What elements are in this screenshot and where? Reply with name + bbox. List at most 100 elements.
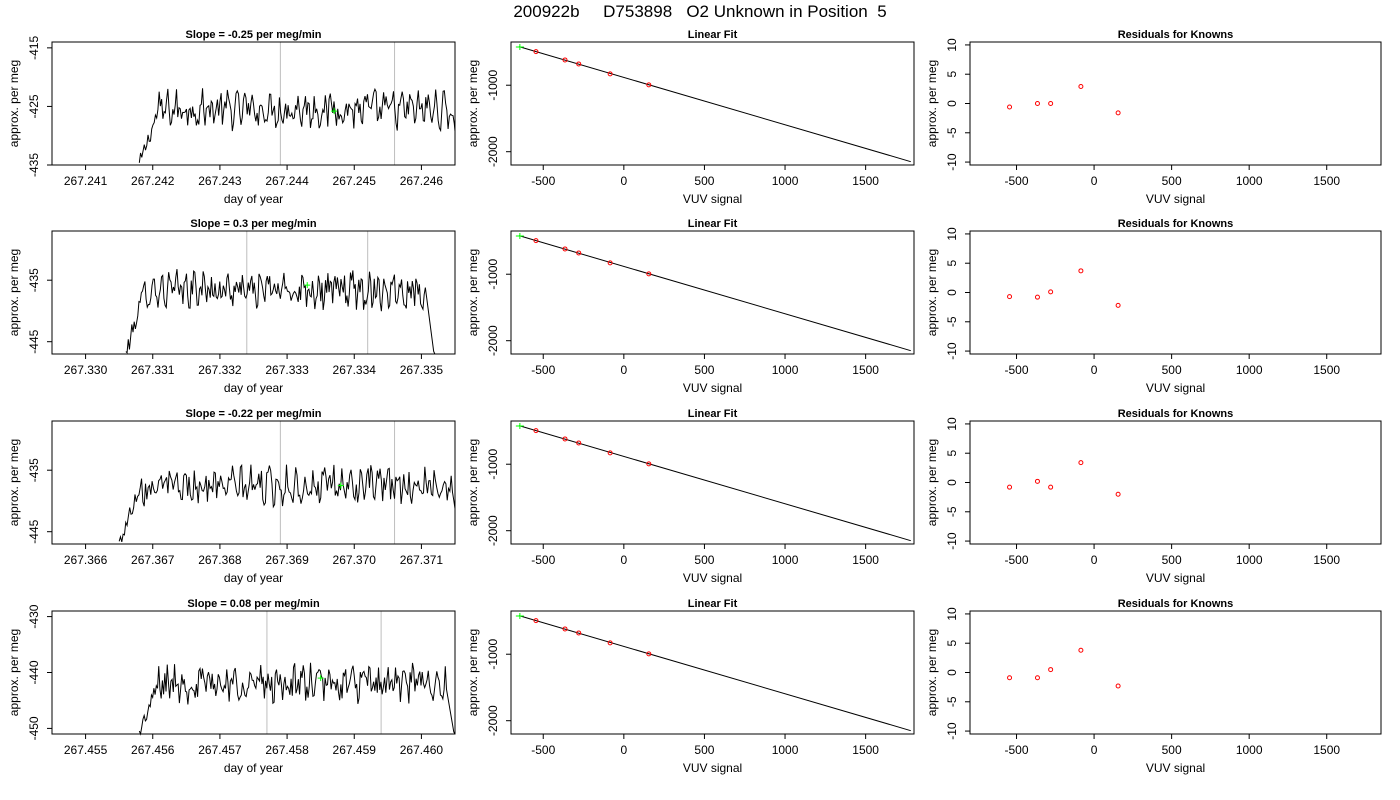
residual-point <box>1078 460 1084 466</box>
y-axis-label: approx. per meg <box>7 249 21 336</box>
y-axis-label: approx. per meg <box>925 629 939 716</box>
x-axis-label: day of year <box>224 571 283 585</box>
fit-line <box>518 46 911 163</box>
x-tick-label: 500 <box>1162 743 1182 757</box>
x-tick-label: 1000 <box>772 553 799 567</box>
y-tick-label: -2000 <box>486 136 500 167</box>
y-tick-label: -5 <box>945 127 959 138</box>
y-tick-label: 0 <box>945 100 959 107</box>
x-tick-label: 267.246 <box>400 174 444 188</box>
x-tick-label: 0 <box>1091 174 1098 188</box>
measurement-trace <box>138 87 456 165</box>
residuals-panel-row-1: -500 0 500 1000 1500 10 5 0 -5 -10 Residuals for K… <box>925 29 1382 206</box>
known-point <box>646 651 652 657</box>
time-series-panel-row-1: 267.241 267.242 267.243 267.244 267.245 267.2… <box>7 29 456 206</box>
y-tick-label: -445 <box>27 329 41 353</box>
residual-point <box>1048 101 1054 106</box>
panel-title: Slope = 0.3 per meg/min <box>190 218 317 230</box>
x-tick-label: 267.455 <box>64 743 108 757</box>
x-axis-label: VUV signal <box>1146 571 1205 585</box>
y-tick-label: -425 <box>27 94 41 118</box>
known-point <box>607 640 613 646</box>
y-tick-label: -5 <box>945 696 959 707</box>
known-point <box>646 271 652 277</box>
residual-point <box>1034 478 1040 484</box>
x-tick-label: 0 <box>620 174 627 188</box>
y-tick-label: -2000 <box>486 325 500 356</box>
x-axis-label: day of year <box>224 192 283 206</box>
y-tick-label: -440 <box>27 660 41 684</box>
x-tick-label: 0 <box>1091 553 1098 567</box>
residuals-panel-row-2: -500 0 500 1000 1500 10 5 0 -5 -10 Residuals for K… <box>925 218 1382 395</box>
y-tick-label: -10 <box>945 722 959 740</box>
y-tick-label: -5 <box>945 506 959 517</box>
known-point <box>607 71 613 77</box>
x-tick-label: -500 <box>1005 174 1029 188</box>
x-axis-label: VUV signal <box>683 381 742 395</box>
x-tick-label: 0 <box>1091 743 1098 757</box>
known-point <box>533 618 539 624</box>
x-tick-label: 267.459 <box>333 743 377 757</box>
y-tick-label: -10 <box>945 153 959 171</box>
panel-title: Residuals for Knowns <box>1118 218 1234 230</box>
y-tick-label: -435 <box>27 268 41 292</box>
plot-frame <box>969 41 1382 166</box>
x-tick-label: 1000 <box>1236 363 1263 377</box>
y-tick-label: -430 <box>27 604 41 628</box>
linear-fit-panel-row-1: -500 0 500 1000 1500 -1000 -2000 Linear Fit VUV … <box>466 29 915 206</box>
measurement-trace <box>118 463 456 544</box>
y-tick-label: -435 <box>27 153 41 177</box>
x-tick-label: -500 <box>531 553 555 567</box>
y-tick-label: 10 <box>945 38 959 52</box>
x-tick-label: 1500 <box>852 174 879 188</box>
y-tick-label: 0 <box>945 669 959 676</box>
panel-title: Linear Fit <box>688 408 738 420</box>
known-point <box>607 260 613 266</box>
known-point <box>646 461 652 467</box>
y-tick-label: 0 <box>945 289 959 296</box>
y-tick-label: -10 <box>945 532 959 550</box>
x-tick-label: 267.458 <box>265 743 309 757</box>
x-tick-label: 267.242 <box>131 174 175 188</box>
x-tick-label: 1500 <box>1313 553 1340 567</box>
fit-line <box>518 425 911 542</box>
figure-title: 200922b D753898 O2 Unknown in Position 5 <box>513 2 887 21</box>
known-point <box>562 246 568 252</box>
x-tick-label: 0 <box>620 743 627 757</box>
x-tick-label: 1500 <box>852 363 879 377</box>
y-tick-label: -1000 <box>486 70 500 101</box>
y-axis-label: approx. per meg <box>925 60 939 147</box>
x-tick-label: 267.241 <box>64 174 108 188</box>
x-axis-label: VUV signal <box>1146 761 1205 775</box>
x-axis-label: VUV signal <box>683 571 742 585</box>
y-tick-label: -1000 <box>486 639 500 670</box>
x-tick-label: 1000 <box>1236 553 1263 567</box>
y-axis-label: approx. per meg <box>7 439 21 526</box>
linear-fit-panel-row-2: -500 0 500 1000 1500 -1000 -2000 Linear Fit VUV … <box>466 218 915 395</box>
y-tick-label: 10 <box>945 417 959 431</box>
x-tick-label: 1000 <box>772 363 799 377</box>
time-series-panel-row-2: 267.330 267.331 267.332 267.333 267.334 267.3… <box>7 218 456 395</box>
y-axis-label: approx. per meg <box>7 60 21 147</box>
y-axis-label: approx. per meg <box>466 629 480 716</box>
y-tick-label: -1000 <box>486 449 500 480</box>
known-point <box>576 61 582 67</box>
panel-title: Residuals for Knowns <box>1118 408 1234 420</box>
y-axis-label: approx. per meg <box>466 249 480 336</box>
y-axis-label: approx. per meg <box>466 439 480 526</box>
x-tick-label: 1000 <box>772 743 799 757</box>
y-tick-label: 10 <box>945 227 959 241</box>
y-tick-label: -10 <box>945 342 959 360</box>
x-tick-label: 267.457 <box>198 743 242 757</box>
x-tick-label: 1500 <box>1313 743 1340 757</box>
x-tick-label: -500 <box>1005 363 1029 377</box>
panel-title: Slope = -0.25 per meg/min <box>185 29 321 41</box>
residual-point <box>1007 484 1013 490</box>
x-tick-label: 0 <box>620 363 627 377</box>
x-tick-label: 267.456 <box>131 743 175 757</box>
x-tick-label: 500 <box>694 363 714 377</box>
x-tick-label: 267.330 <box>64 363 108 377</box>
x-tick-label: 267.366 <box>64 553 108 567</box>
panel-title: Linear Fit <box>688 29 738 41</box>
panel-title: Residuals for Knowns <box>1118 598 1234 610</box>
